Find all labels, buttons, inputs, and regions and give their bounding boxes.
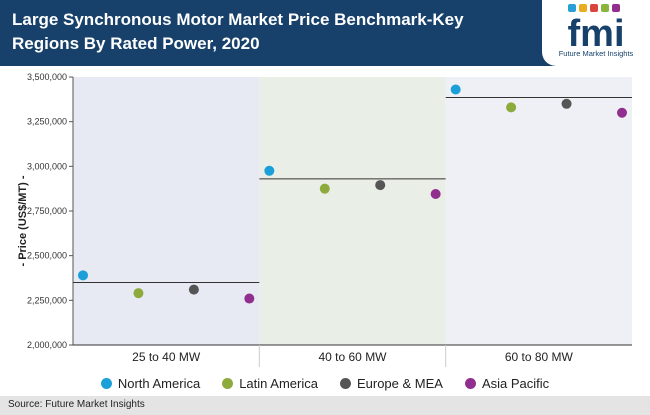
category-panel — [259, 77, 446, 345]
legend-item: Latin America — [222, 376, 318, 391]
chart-title: Large Synchronous Motor Market Price Ben… — [12, 10, 464, 53]
data-point — [264, 165, 275, 176]
data-point — [506, 102, 517, 113]
x-tick-label: 40 to 60 MW — [318, 350, 387, 364]
legend-marker — [100, 377, 112, 389]
legend-label: North America — [117, 375, 201, 391]
legend-item: North America — [100, 375, 201, 391]
data-point — [617, 107, 627, 118]
data-point — [450, 84, 461, 95]
legend-marker — [222, 377, 234, 389]
y-tick-label: 2,750,000 — [27, 206, 67, 216]
legend-item: Europe & MEA — [339, 375, 443, 391]
y-tick-label: 2,500,000 — [27, 251, 67, 261]
category-panel — [445, 77, 632, 345]
data-point — [244, 293, 255, 304]
y-tick-label: 3,000,000 — [27, 161, 67, 171]
fmi-logo-mark: fmi — [568, 4, 625, 50]
legend-label: Latin America — [239, 375, 318, 391]
header-banner: Large Synchronous Motor Market Price Ben… — [0, 0, 650, 66]
data-point — [561, 98, 572, 109]
data-point — [133, 288, 144, 299]
legend: North America Latin America Europe & MEA As… — [0, 373, 650, 393]
svg-text:fmi: fmi — [568, 13, 625, 50]
legend-item: Asia Pacific — [464, 375, 550, 391]
y-tick-label: 2,000,000 — [27, 340, 67, 350]
chart-area: 2,000,000 2,250,000 2,500,000 2,750,000 3,00… — [17, 72, 632, 367]
legend-marker — [339, 377, 351, 389]
y-axis-label: - Price (US$/MT) - — [17, 175, 29, 266]
data-point — [78, 270, 88, 281]
data-point — [375, 180, 386, 191]
category-panel — [73, 77, 260, 345]
footer-bar: Source: Future Market Insights — [0, 396, 650, 415]
data-point — [188, 284, 199, 295]
data-point — [430, 189, 441, 200]
y-tick-label: 3,500,000 — [27, 72, 67, 82]
fmi-logo: fmi Future Market Insights — [542, 0, 650, 66]
logo-tagline: Future Market Insights — [558, 49, 634, 58]
x-tick-label: 60 to 80 MW — [505, 350, 574, 364]
legend-marker — [464, 377, 476, 389]
y-tick-label: 3,250,000 — [27, 117, 67, 127]
legend-label: Europe & MEA — [356, 375, 443, 391]
source-note: Source: Future Market Insights — [8, 399, 145, 410]
y-tick-label: 2,250,000 — [27, 295, 67, 305]
x-tick-label: 25 to 40 MW — [132, 350, 201, 364]
data-point — [319, 183, 330, 194]
legend-label: Asia Pacific — [481, 375, 550, 391]
